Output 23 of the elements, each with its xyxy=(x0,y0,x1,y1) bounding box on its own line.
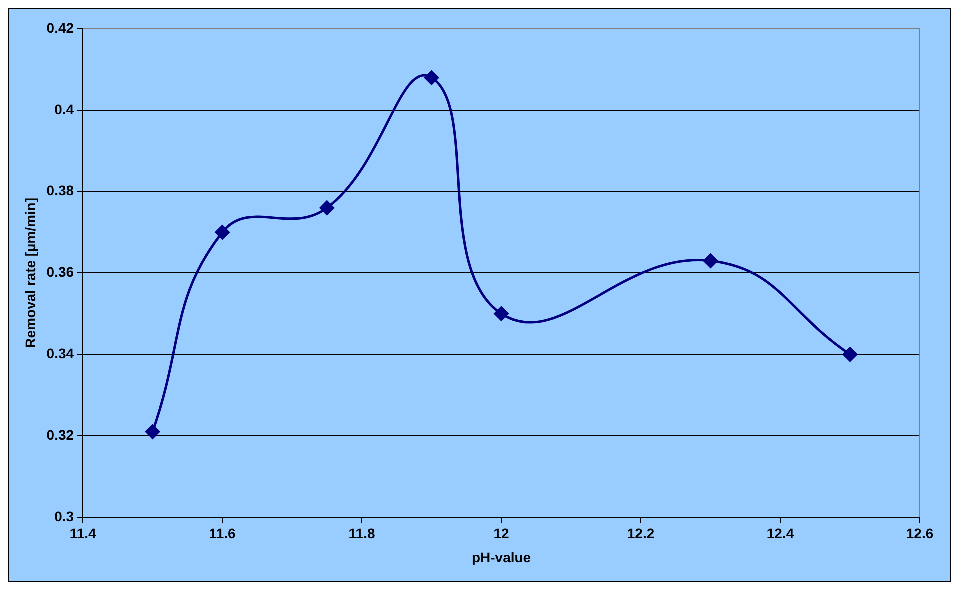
x-tick-label: 11.4 xyxy=(70,526,96,542)
y-axis-title: Removal rate [µm/min] xyxy=(22,198,38,348)
x-tick-label: 12 xyxy=(494,526,510,542)
point xyxy=(146,424,160,440)
x-tick-label: 11.6 xyxy=(209,526,236,542)
point xyxy=(494,306,509,322)
y-tick-label: 0.32 xyxy=(46,426,74,443)
point xyxy=(320,200,334,216)
x-axis-title: pH-value xyxy=(472,549,532,566)
x-tick-label: 11.8 xyxy=(348,526,376,542)
y-tick-label: 0.42 xyxy=(46,20,74,36)
y-tick-label: 0.34 xyxy=(46,345,74,362)
y-tick-label: 0.38 xyxy=(46,182,74,199)
y-tick-label: 0.3 xyxy=(54,508,74,524)
point xyxy=(215,225,230,240)
point xyxy=(704,254,718,268)
x-tick-label: 12.6 xyxy=(906,526,934,542)
x-tick-label: 12.4 xyxy=(766,526,794,542)
x-tick-label: 12.2 xyxy=(627,526,655,542)
y-tick-label: 0.4 xyxy=(54,101,74,118)
point xyxy=(424,70,440,86)
y-tick-label: 0.36 xyxy=(46,264,74,280)
point xyxy=(843,347,858,362)
